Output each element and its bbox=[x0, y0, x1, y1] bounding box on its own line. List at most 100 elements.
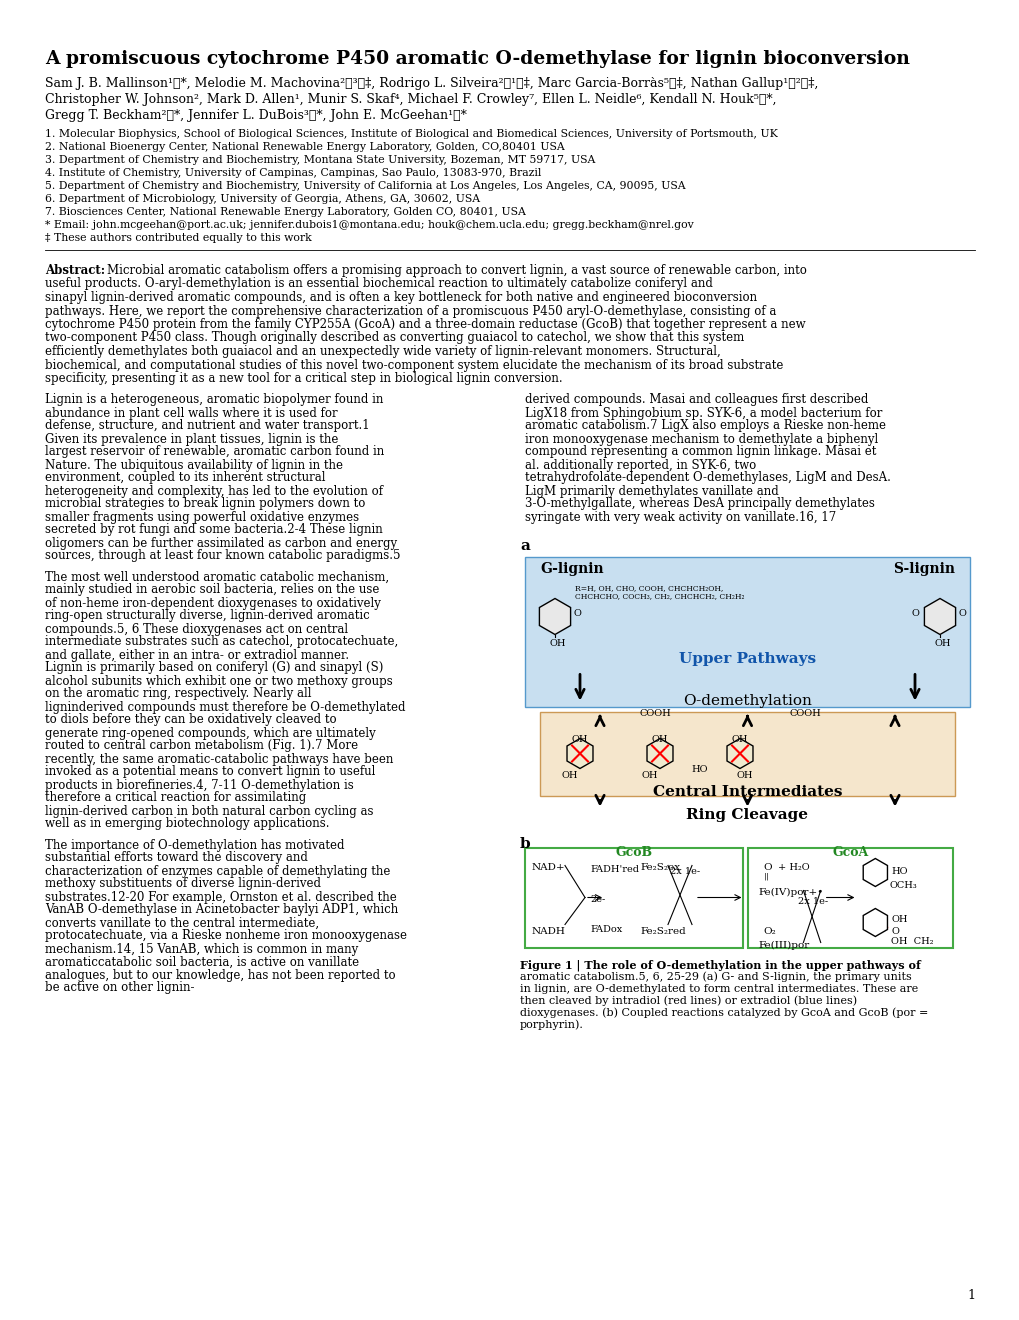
Text: Central Intermediates: Central Intermediates bbox=[652, 785, 842, 800]
Text: pathways. Here, we report the comprehensive characterization of a promiscuous P4: pathways. Here, we report the comprehens… bbox=[45, 305, 775, 318]
Text: smaller fragments using powerful oxidative enzymes: smaller fragments using powerful oxidati… bbox=[45, 511, 359, 524]
FancyBboxPatch shape bbox=[748, 847, 952, 948]
Polygon shape bbox=[646, 738, 673, 768]
Text: mechanism.14, 15 VanAB, which is common in many: mechanism.14, 15 VanAB, which is common … bbox=[45, 942, 358, 956]
Text: ||: || bbox=[762, 873, 768, 880]
Text: COOH: COOH bbox=[639, 709, 671, 718]
Text: Fe₂S₂red: Fe₂S₂red bbox=[639, 928, 685, 936]
Text: compound representing a common lignin linkage. Masai et: compound representing a common lignin li… bbox=[525, 446, 875, 458]
Text: sources, through at least four known catabolic paradigms.5: sources, through at least four known cat… bbox=[45, 549, 400, 562]
Text: O: O bbox=[891, 927, 899, 936]
Text: useful products. O-aryl-demethylation is an essential biochemical reaction to ul: useful products. O-aryl-demethylation is… bbox=[45, 277, 712, 290]
Polygon shape bbox=[727, 738, 752, 768]
Polygon shape bbox=[862, 858, 887, 887]
Text: + H₂O: + H₂O bbox=[777, 862, 809, 871]
Text: Lignin is primarily based on coniferyl (G) and sinapyl (S): Lignin is primarily based on coniferyl (… bbox=[45, 661, 383, 675]
Text: lignin-derived carbon in both natural carbon cycling as: lignin-derived carbon in both natural ca… bbox=[45, 804, 373, 817]
Text: sinapyl lignin-derived aromatic compounds, and is often a key bottleneck for bot: sinapyl lignin-derived aromatic compound… bbox=[45, 290, 756, 304]
Text: COOH: COOH bbox=[789, 709, 820, 718]
Polygon shape bbox=[539, 598, 570, 635]
Text: abundance in plant cell walls where it is used for: abundance in plant cell walls where it i… bbox=[45, 407, 337, 420]
Text: HO: HO bbox=[891, 867, 907, 876]
Text: OH  CH₂: OH CH₂ bbox=[891, 937, 933, 946]
Text: 6. Department of Microbiology, University of Georgia, Athens, GA, 30602, USA: 6. Department of Microbiology, Universit… bbox=[45, 194, 480, 205]
Text: 3. Department of Chemistry and Biochemistry, Montana State University, Bozeman, : 3. Department of Chemistry and Biochemis… bbox=[45, 154, 595, 165]
Text: secreted by rot fungi and some bacteria.2-4 These lignin: secreted by rot fungi and some bacteria.… bbox=[45, 524, 382, 536]
Text: therefore a critical reaction for assimilating: therefore a critical reaction for assimi… bbox=[45, 792, 306, 804]
Text: two-component P450 class. Though originally described as converting guaiacol to : two-component P450 class. Though origina… bbox=[45, 331, 744, 345]
Text: * Email: john.mcgeehan@port.ac.uk; jennifer.dubois1@montana.edu; houk@chem.ucla.: * Email: john.mcgeehan@port.ac.uk; jenni… bbox=[45, 220, 693, 230]
Text: Nature. The ubiquitous availability of lignin in the: Nature. The ubiquitous availability of l… bbox=[45, 458, 342, 471]
Text: 7. Biosciences Center, National Renewable Energy Laboratory, Golden CO, 80401, U: 7. Biosciences Center, National Renewabl… bbox=[45, 207, 526, 216]
Text: largest reservoir of renewable, aromatic carbon found in: largest reservoir of renewable, aromatic… bbox=[45, 446, 384, 458]
Text: 1. Molecular Biophysics, School of Biological Sciences, Institute of Biological : 1. Molecular Biophysics, School of Biolo… bbox=[45, 129, 777, 139]
FancyBboxPatch shape bbox=[525, 847, 743, 948]
Text: mainly studied in aerobic soil bacteria, relies on the use: mainly studied in aerobic soil bacteria,… bbox=[45, 583, 379, 597]
Text: FADox: FADox bbox=[589, 924, 622, 933]
Text: compounds.5, 6 These dioxygenases act on central: compounds.5, 6 These dioxygenases act on… bbox=[45, 623, 347, 635]
Text: derived compounds. Masai and colleagues first described: derived compounds. Masai and colleagues … bbox=[525, 393, 867, 407]
Text: alcohol subunits which exhibit one or two methoxy groups: alcohol subunits which exhibit one or tw… bbox=[45, 675, 392, 688]
Text: The most well understood aromatic catabolic mechanism,: The most well understood aromatic catabo… bbox=[45, 570, 388, 583]
Text: converts vanillate to the central intermediate,: converts vanillate to the central interm… bbox=[45, 916, 319, 929]
Text: b: b bbox=[520, 837, 530, 851]
Text: 5. Department of Chemistry and Biochemistry, University of California at Los Ang: 5. Department of Chemistry and Biochemis… bbox=[45, 181, 685, 191]
Text: FADH'red: FADH'red bbox=[589, 865, 638, 874]
Text: analogues, but to our knowledge, has not been reported to: analogues, but to our knowledge, has not… bbox=[45, 969, 395, 982]
Text: Christopher W. Johnson², Mark D. Allen¹, Munir S. Skaf⁴, Michael F. Crowley⁷, El: Christopher W. Johnson², Mark D. Allen¹,… bbox=[45, 92, 775, 106]
Text: HO: HO bbox=[691, 766, 707, 775]
Text: OH: OH bbox=[561, 771, 578, 780]
Text: defense, structure, and nutrient and water transport.1: defense, structure, and nutrient and wat… bbox=[45, 420, 369, 433]
Text: Fe(IV)por+•: Fe(IV)por+• bbox=[758, 887, 823, 896]
Text: protocatechuate, via a Rieske nonheme iron monooxygenase: protocatechuate, via a Rieske nonheme ir… bbox=[45, 929, 407, 942]
Text: OH: OH bbox=[641, 771, 657, 780]
Text: CHCHCHO, COCH₃, CH₂, CHCHCH₂, CH₂H₂: CHCHCHO, COCH₃, CH₂, CHCHCH₂, CH₂H₂ bbox=[575, 593, 744, 601]
FancyBboxPatch shape bbox=[525, 557, 969, 706]
Text: OH: OH bbox=[731, 735, 748, 744]
Text: NAD+: NAD+ bbox=[532, 862, 566, 871]
Text: OH: OH bbox=[934, 639, 951, 648]
Text: efficiently demethylates both guaiacol and an unexpectedly wide variety of ligni: efficiently demethylates both guaiacol a… bbox=[45, 345, 720, 358]
Text: O-demethylation: O-demethylation bbox=[683, 694, 811, 709]
Polygon shape bbox=[923, 598, 955, 635]
Text: OH: OH bbox=[651, 735, 667, 744]
Text: R=H, OH, CHO, COOH, CHCHCH₂OH,: R=H, OH, CHO, COOH, CHCHCH₂OH, bbox=[575, 585, 722, 593]
Text: Figure 1 | The role of O-demethylation in the upper pathways of: Figure 1 | The role of O-demethylation i… bbox=[520, 960, 920, 972]
Text: O: O bbox=[762, 862, 771, 871]
Text: recently, the same aromatic-catabolic pathways have been: recently, the same aromatic-catabolic pa… bbox=[45, 752, 393, 766]
Text: Fe(III)por: Fe(III)por bbox=[758, 940, 809, 949]
Text: substantial efforts toward the discovery and: substantial efforts toward the discovery… bbox=[45, 851, 308, 865]
Text: OH: OH bbox=[549, 639, 566, 648]
Text: generate ring-opened compounds, which are ultimately: generate ring-opened compounds, which ar… bbox=[45, 726, 375, 739]
Text: GcoB: GcoB bbox=[615, 846, 652, 858]
Text: Ring Cleavage: Ring Cleavage bbox=[686, 808, 808, 821]
Text: LigX18 from Sphingobium sp. SYK-6, a model bacterium for: LigX18 from Sphingobium sp. SYK-6, a mod… bbox=[525, 407, 881, 420]
Text: Given its prevalence in plant tissues, lignin is the: Given its prevalence in plant tissues, l… bbox=[45, 433, 338, 446]
Text: al. additionally reported, in SYK-6, two: al. additionally reported, in SYK-6, two bbox=[525, 458, 755, 471]
Text: Lignin is a heterogeneous, aromatic biopolymer found in: Lignin is a heterogeneous, aromatic biop… bbox=[45, 393, 383, 407]
Text: Gregg T. Beckham²‧*, Jennifer L. DuBois³‧*, John E. McGeehan¹‧*: Gregg T. Beckham²‧*, Jennifer L. DuBois³… bbox=[45, 110, 467, 121]
Text: methoxy substituents of diverse lignin-derived: methoxy substituents of diverse lignin-d… bbox=[45, 878, 321, 891]
Text: Sam J. B. Mallinson¹‧*, Melodie M. Machovina²‧³‧‡, Rodrigo L. Silveira²‧¹‧‡, Mar: Sam J. B. Mallinson¹‧*, Melodie M. Macho… bbox=[45, 77, 817, 90]
Text: 2x 1e-: 2x 1e- bbox=[669, 866, 699, 875]
Text: Abstract:: Abstract: bbox=[45, 264, 105, 277]
Text: NADH: NADH bbox=[532, 928, 566, 936]
Text: 4. Institute of Chemistry, University of Campinas, Campinas, Sao Paulo, 13083-97: 4. Institute of Chemistry, University of… bbox=[45, 168, 541, 178]
Text: GcoA: GcoA bbox=[832, 846, 868, 858]
Text: LigM primarily demethylates vanillate and: LigM primarily demethylates vanillate an… bbox=[525, 484, 777, 498]
Text: tetrahydrofolate-dependent O-demethylases, LigM and DesA.: tetrahydrofolate-dependent O-demethylase… bbox=[525, 471, 890, 484]
Text: intermediate substrates such as catechol, protocatechuate,: intermediate substrates such as catechol… bbox=[45, 635, 397, 648]
Text: O: O bbox=[911, 609, 919, 618]
Text: syringate with very weak activity on vanillate.16, 17: syringate with very weak activity on van… bbox=[525, 511, 836, 524]
Text: 1: 1 bbox=[966, 1290, 974, 1302]
Text: aromatic catabolism.7 LigX also employs a Rieske non-heme: aromatic catabolism.7 LigX also employs … bbox=[525, 420, 886, 433]
Text: oligomers can be further assimilated as carbon and energy: oligomers can be further assimilated as … bbox=[45, 536, 396, 549]
Text: and gallate, either in an intra- or extradiol manner.: and gallate, either in an intra- or extr… bbox=[45, 648, 348, 661]
Text: O: O bbox=[574, 609, 581, 618]
Text: microbial strategies to break lignin polymers down to: microbial strategies to break lignin pol… bbox=[45, 498, 365, 511]
Text: aromaticcatabolic soil bacteria, is active on vanillate: aromaticcatabolic soil bacteria, is acti… bbox=[45, 956, 359, 969]
Text: porphyrin).: porphyrin). bbox=[520, 1019, 583, 1030]
Text: dioxygenases. (b) Coupled reactions catalyzed by GcoA and GcoB (por =: dioxygenases. (b) Coupled reactions cata… bbox=[520, 1007, 927, 1018]
Text: in lignin, are O-demethylated to form central intermediates. These are: in lignin, are O-demethylated to form ce… bbox=[520, 983, 917, 994]
Text: ligninderived compounds must therefore be O-demethylated: ligninderived compounds must therefore b… bbox=[45, 701, 406, 714]
